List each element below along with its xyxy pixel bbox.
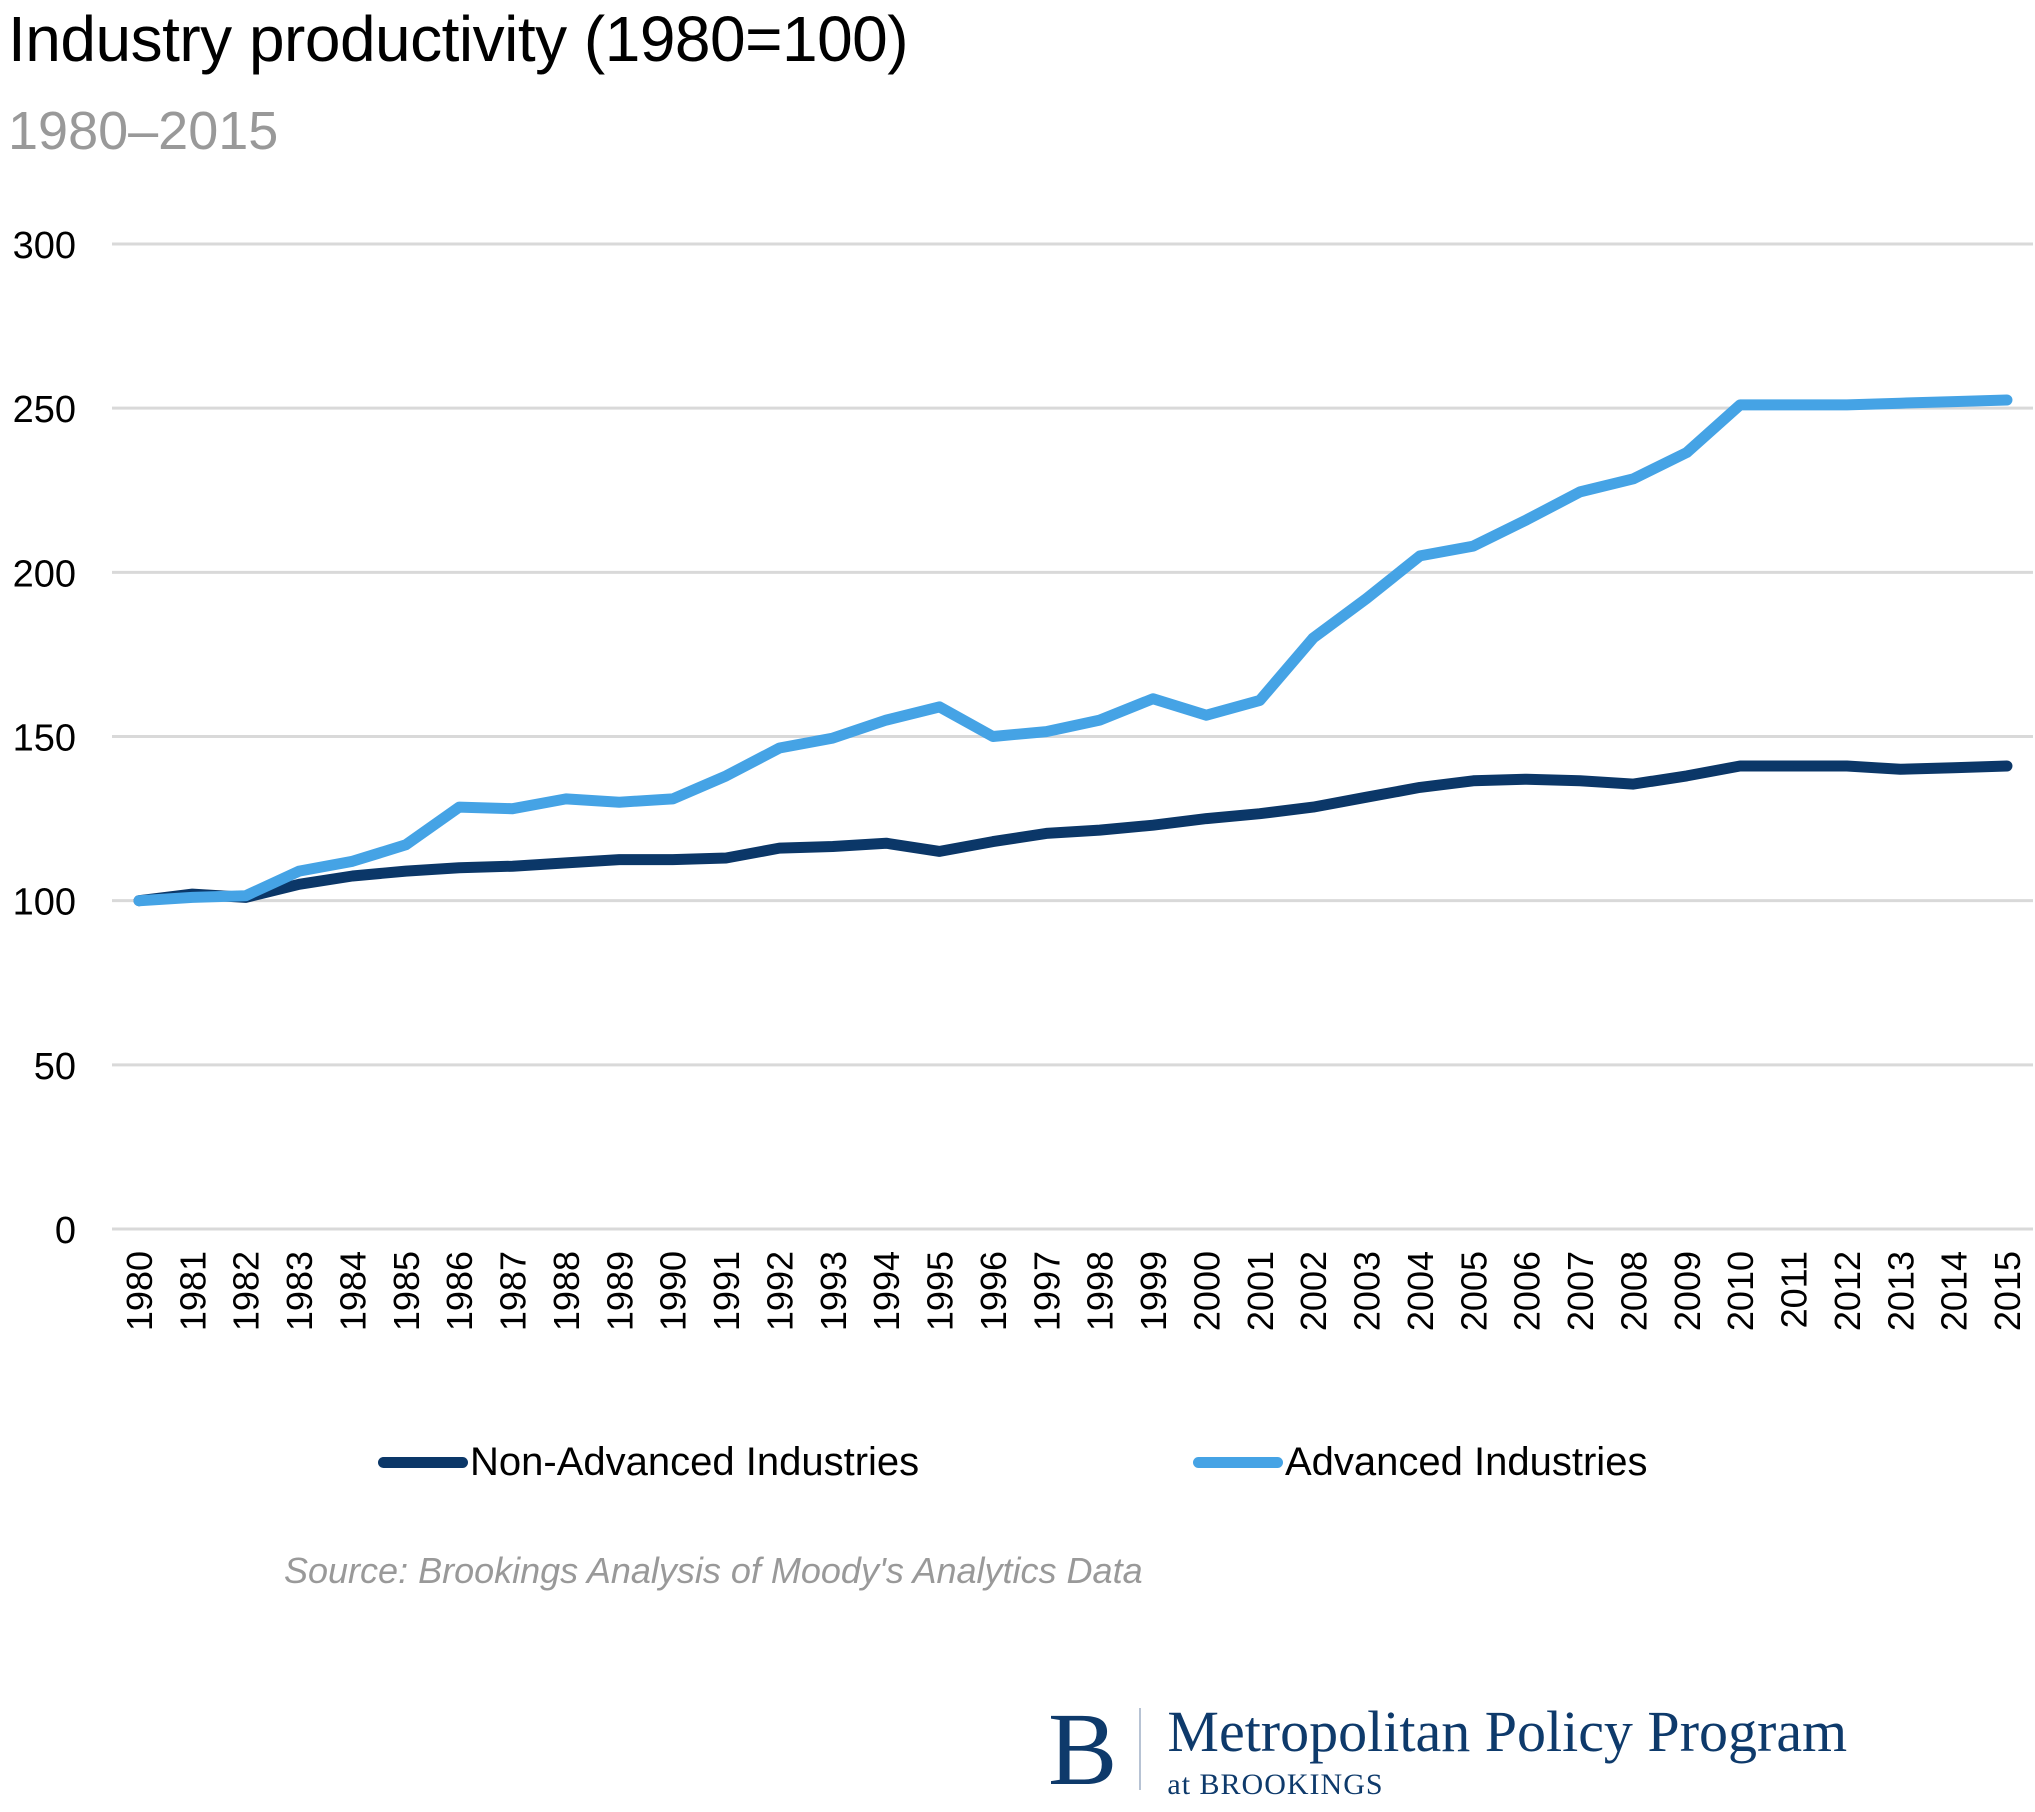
x-tick-label: 1990 bbox=[653, 1251, 694, 1331]
x-tick-label: 2002 bbox=[1293, 1251, 1334, 1331]
x-tick-label: 1981 bbox=[172, 1251, 213, 1331]
x-tick-label: 2006 bbox=[1507, 1251, 1548, 1331]
x-tick-label: 1988 bbox=[546, 1251, 587, 1331]
x-tick-label: 1995 bbox=[920, 1251, 961, 1331]
x-tick-label: 1996 bbox=[973, 1251, 1014, 1331]
chart-title: Industry productivity (1980=100) bbox=[8, 3, 909, 75]
legend-swatch-non-advanced bbox=[378, 1456, 468, 1468]
x-tick-label: 1985 bbox=[386, 1251, 427, 1331]
x-tick-label: 1983 bbox=[279, 1251, 320, 1331]
x-tick-label: 1987 bbox=[493, 1251, 534, 1331]
x-tick-label: 2000 bbox=[1186, 1251, 1227, 1331]
x-tick-label: 1984 bbox=[332, 1251, 373, 1331]
y-tick-label: 100 bbox=[13, 882, 76, 924]
x-tick-label: 1991 bbox=[706, 1251, 747, 1331]
y-tick-label: 200 bbox=[13, 553, 76, 595]
series-line-advanced-industries bbox=[133, 394, 2013, 907]
y-tick-label: 250 bbox=[13, 389, 76, 431]
x-tick-label: 2011 bbox=[1774, 1251, 1815, 1328]
x-tick-label: 2010 bbox=[1720, 1251, 1761, 1331]
x-tick-label: 1992 bbox=[759, 1251, 800, 1331]
logo-divider bbox=[1139, 1708, 1142, 1790]
chart-subtitle: 1980–2015 bbox=[8, 101, 279, 161]
x-tick-label: 2014 bbox=[1934, 1251, 1975, 1331]
program-name: Metropolitan Policy Program bbox=[1167, 1699, 1848, 1764]
x-tick-label: 1986 bbox=[439, 1251, 480, 1331]
legend-swatch-advanced bbox=[1193, 1456, 1283, 1468]
x-tick-label: 1993 bbox=[813, 1251, 854, 1331]
x-tick-label: 1994 bbox=[866, 1251, 907, 1331]
x-tick-label: 2007 bbox=[1560, 1251, 1601, 1331]
x-tick-label: 2001 bbox=[1240, 1251, 1281, 1331]
x-tick-label: 1982 bbox=[226, 1251, 267, 1331]
legend-label-non-advanced: Non-Advanced Industries bbox=[470, 1439, 920, 1484]
program-affiliation: at BROOKINGS bbox=[1167, 1768, 1384, 1801]
x-tick-label: 2012 bbox=[1827, 1251, 1868, 1331]
x-tick-label: 2008 bbox=[1613, 1251, 1654, 1331]
x-tick-label: 1980 bbox=[119, 1251, 160, 1331]
x-tick-label: 1997 bbox=[1026, 1251, 1067, 1331]
y-tick-label: 50 bbox=[34, 1046, 76, 1088]
x-tick-label: 1989 bbox=[599, 1251, 640, 1331]
logo-letter: B bbox=[1048, 1692, 1118, 1807]
legend-item-advanced: Advanced Industries bbox=[1193, 1432, 1647, 1492]
y-tick-label: 0 bbox=[55, 1210, 76, 1252]
brookings-logo: B Metropolitan Policy Program at BROOKIN… bbox=[1048, 1692, 1848, 1810]
series-line-non-advanced-industries bbox=[133, 760, 2013, 907]
legend-item-non-advanced: Non-Advanced Industries bbox=[378, 1432, 919, 1492]
legend-label-advanced: Advanced Industries bbox=[1285, 1439, 1648, 1484]
y-tick-label: 300 bbox=[13, 225, 76, 267]
x-tick-label: 2009 bbox=[1667, 1251, 1708, 1331]
x-tick-label: 2013 bbox=[1880, 1251, 1921, 1331]
x-tick-label: 2005 bbox=[1453, 1251, 1494, 1331]
source-note: Source: Brookings Analysis of Moody's An… bbox=[284, 1550, 1143, 1591]
x-tick-label: 2004 bbox=[1400, 1251, 1441, 1331]
line-chart: 0 50 100 150 200 250 300 1980 1981 1982 1983 1984 19… bbox=[13, 225, 2033, 1331]
x-tick-label: 2015 bbox=[1987, 1251, 2028, 1331]
x-tick-label: 1998 bbox=[1080, 1251, 1121, 1331]
x-tick-label: 2003 bbox=[1347, 1251, 1388, 1331]
y-tick-label: 150 bbox=[13, 718, 76, 760]
x-tick-label: 1999 bbox=[1133, 1251, 1174, 1331]
